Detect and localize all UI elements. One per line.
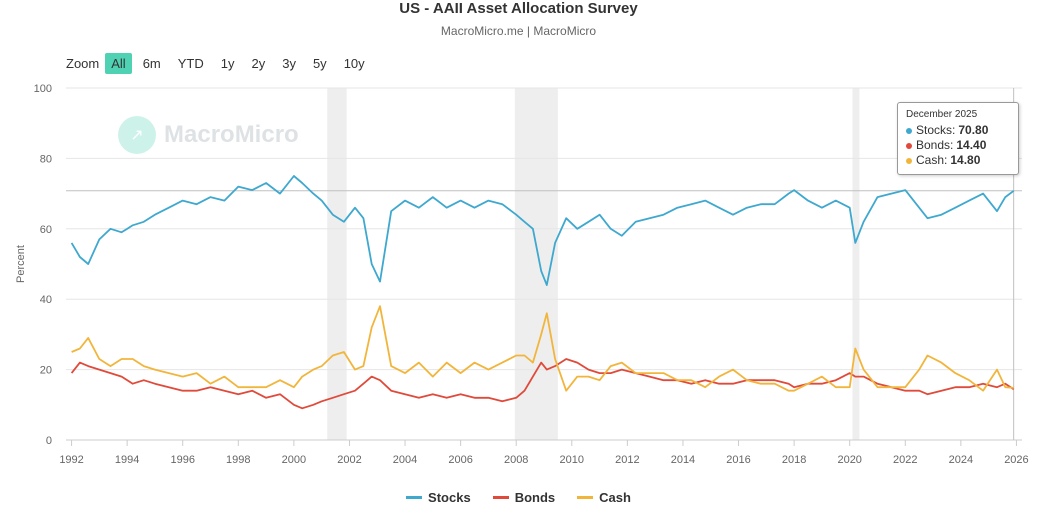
tooltip-row-bonds: Bonds: 14.40 <box>906 138 1010 153</box>
zoom-button-5y[interactable]: 5y <box>312 55 327 71</box>
x-tick-label: 2024 <box>949 454 973 466</box>
watermark-text: MacroMicro <box>164 121 299 148</box>
legend-item-bonds[interactable]: Bonds <box>492 490 556 505</box>
y-tick-label: 20 <box>40 365 52 377</box>
x-tick-label: 2008 <box>504 454 528 466</box>
chart-legend: Stocks Bonds Cash <box>0 490 1037 505</box>
series-line-bonds <box>70 358 1015 410</box>
x-tick-label: 2002 <box>337 454 361 466</box>
tooltip-label: Bonds: <box>916 138 954 152</box>
x-tick-label: 2026 <box>1004 454 1028 466</box>
x-tick-label: 2022 <box>893 454 917 466</box>
x-tick-label: 2010 <box>560 454 584 466</box>
tooltip-label: Stocks: <box>916 123 956 137</box>
stocks-dot-icon <box>906 127 912 134</box>
y-tick-label: 40 <box>40 294 52 306</box>
tooltip-row-stocks: Stocks: 70.80 <box>906 123 1010 138</box>
zoom-button-10y[interactable]: 10y <box>343 55 365 71</box>
legend-label: Stocks <box>428 490 471 505</box>
tooltip-row-cash: Cash: 14.80 <box>906 153 1010 168</box>
x-tick-label: 2016 <box>726 454 750 466</box>
bonds-line-icon <box>492 496 509 499</box>
x-tick-label: 2014 <box>671 454 695 466</box>
zoom-button-6m[interactable]: 6m <box>142 55 161 71</box>
zoom-controls: Zoom All 6m YTD 1y 2y 3y 5y 10y <box>66 52 376 74</box>
zoom-button-2y[interactable]: 2y <box>251 55 266 71</box>
x-tick-label: 1996 <box>170 454 194 466</box>
x-tick-label: 2000 <box>282 454 306 466</box>
watermark: ↗ MacroMicro <box>118 116 299 154</box>
bonds-dot-icon <box>906 142 912 149</box>
tooltip-value: 14.40 <box>956 138 987 152</box>
x-tick-label: 1998 <box>226 454 250 466</box>
tooltip-label: Cash: <box>916 153 948 167</box>
legend-item-cash[interactable]: Cash <box>577 490 631 505</box>
zoom-button-all[interactable]: All <box>105 52 132 74</box>
zoom-label: Zoom <box>66 55 100 71</box>
series-line-stocks <box>70 175 1015 287</box>
chart-tooltip: December 2025 Stocks: 70.80 Bonds: 14.40… <box>897 102 1019 175</box>
stocks-line-icon <box>406 496 423 499</box>
recession-band <box>327 88 347 440</box>
watermark-logo-icon: ↗ <box>118 116 156 154</box>
x-tick-label: 2004 <box>393 454 417 466</box>
cash-dot-icon <box>906 157 912 164</box>
cash-line-icon <box>577 496 594 499</box>
zoom-button-3y[interactable]: 3y <box>282 55 296 71</box>
x-tick-label: 2012 <box>615 454 639 466</box>
y-tick-label: 100 <box>34 83 52 95</box>
y-axis-title: Percent <box>15 245 27 283</box>
y-tick-label: 80 <box>40 153 52 165</box>
tooltip-date: December 2025 <box>906 109 978 120</box>
x-tick-label: 2020 <box>837 454 861 466</box>
legend-item-stocks[interactable]: Stocks <box>406 490 471 505</box>
zoom-button-ytd[interactable]: YTD <box>177 55 204 71</box>
y-tick-label: 0 <box>46 435 52 447</box>
zoom-button-1y[interactable]: 1y <box>220 55 235 71</box>
legend-label: Bonds <box>514 490 556 505</box>
chart-subtitle: MacroMicro.me | MacroMicro <box>440 24 597 38</box>
x-tick-label: 2018 <box>782 454 806 466</box>
y-tick-label: 60 <box>40 224 52 236</box>
recession-band <box>852 88 860 440</box>
tooltip-value: 70.80 <box>958 123 989 137</box>
legend-label: Cash <box>599 490 631 505</box>
x-tick-label: 1992 <box>59 454 83 466</box>
chart-title: US - AAII Asset Allocation Survey <box>399 0 638 17</box>
x-tick-label: 2006 <box>448 454 472 466</box>
series-line-cash <box>71 305 1014 392</box>
x-tick-label: 1994 <box>115 454 139 466</box>
tooltip-value: 14.80 <box>950 153 981 167</box>
